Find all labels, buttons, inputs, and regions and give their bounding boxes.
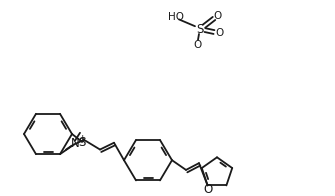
Text: +: + bbox=[78, 134, 86, 143]
Text: O: O bbox=[193, 40, 201, 50]
Text: O: O bbox=[214, 11, 222, 21]
Text: S: S bbox=[196, 23, 204, 36]
Text: N: N bbox=[71, 137, 79, 150]
Text: HO: HO bbox=[168, 13, 184, 23]
Text: S: S bbox=[78, 136, 86, 149]
Text: O: O bbox=[216, 28, 224, 38]
Text: O: O bbox=[203, 183, 212, 196]
